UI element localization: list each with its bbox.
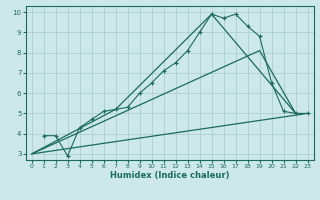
X-axis label: Humidex (Indice chaleur): Humidex (Indice chaleur) <box>110 171 229 180</box>
